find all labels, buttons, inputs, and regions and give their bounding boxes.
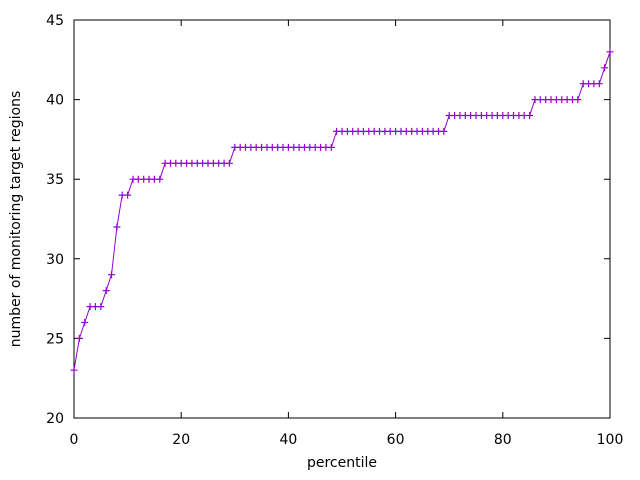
y-tick-label: 35 <box>46 172 64 188</box>
x-tick-label: 40 <box>279 432 297 448</box>
y-axis-title: number of monitoring target regions <box>8 90 24 348</box>
series-markers <box>70 48 614 374</box>
y-tick-label: 45 <box>46 13 64 29</box>
series-line <box>73 51 611 371</box>
y-tick-label: 40 <box>46 93 64 109</box>
y-tick-label: 30 <box>46 252 64 268</box>
x-tick-label: 80 <box>494 432 512 448</box>
plot-border <box>73 19 611 419</box>
axis-ticks <box>73 19 611 419</box>
x-tick-label: 20 <box>172 432 190 448</box>
y-tick-label: 20 <box>46 411 64 427</box>
x-tick-label: 0 <box>70 432 79 448</box>
x-tick-label: 60 <box>387 432 405 448</box>
y-tick-label: 25 <box>46 331 64 347</box>
x-axis-title: percentile <box>306 455 377 471</box>
x-tick-label: 100 <box>597 432 624 448</box>
